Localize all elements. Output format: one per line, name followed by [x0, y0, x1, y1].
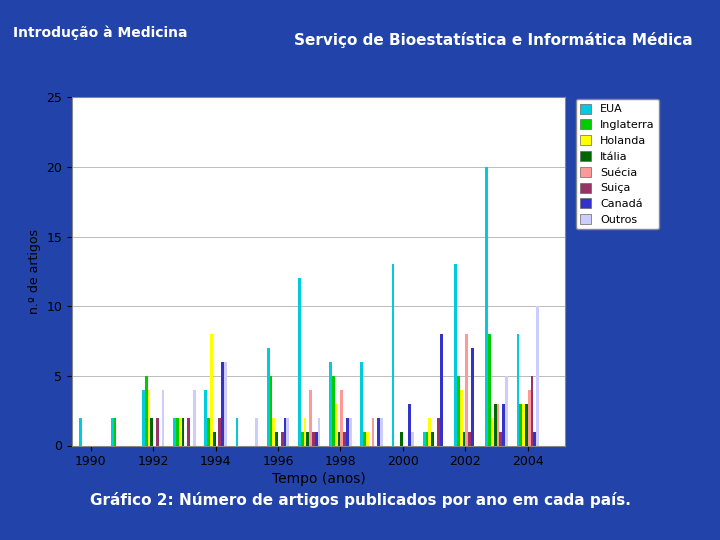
Bar [516, 334, 519, 446]
Bar [272, 417, 275, 446]
Bar [309, 390, 312, 446]
Bar [150, 417, 153, 446]
Bar [519, 404, 522, 446]
Text: Serviço de Bioestatística e Informática Médica: Serviço de Bioestatística e Informática … [294, 32, 693, 48]
Bar [210, 334, 213, 446]
Bar [318, 417, 320, 446]
Bar [304, 417, 307, 446]
Bar [173, 417, 176, 446]
Bar [534, 431, 536, 446]
Bar [145, 376, 148, 446]
Bar [363, 431, 366, 446]
Bar [536, 306, 539, 445]
Bar [343, 431, 346, 446]
Legend: EUA, Inglaterra, Holanda, Itália, Suécia, Suiça, Canadá, Outros: EUA, Inglaterra, Holanda, Itália, Suécia… [576, 99, 660, 230]
Bar [218, 417, 221, 446]
Bar [366, 431, 369, 446]
Bar [400, 431, 403, 446]
Bar [372, 417, 374, 446]
Bar [528, 390, 531, 446]
Bar [346, 417, 349, 446]
Bar [502, 404, 505, 446]
Bar [423, 431, 426, 446]
Bar [161, 390, 164, 446]
X-axis label: Tempo (anos): Tempo (anos) [271, 472, 366, 487]
Bar [471, 348, 474, 445]
Bar [176, 417, 179, 446]
Bar [332, 376, 335, 446]
Bar [465, 334, 468, 446]
Bar [221, 362, 224, 446]
Bar [187, 417, 190, 446]
Bar [114, 417, 117, 446]
Bar [275, 431, 278, 446]
Bar [284, 417, 287, 446]
Bar [431, 431, 434, 446]
Bar [204, 390, 207, 446]
Bar [411, 431, 414, 446]
Bar [193, 390, 196, 446]
Bar [307, 431, 309, 446]
Bar [437, 417, 440, 446]
Bar [235, 417, 238, 446]
Bar [462, 431, 465, 446]
Bar [380, 417, 383, 446]
Bar [500, 431, 502, 446]
Bar [287, 417, 289, 446]
Bar [531, 376, 534, 446]
Bar [281, 431, 284, 446]
Bar [454, 265, 457, 446]
Bar [255, 417, 258, 446]
Bar [440, 334, 443, 446]
Bar [497, 404, 500, 446]
Bar [361, 362, 363, 446]
Bar [79, 417, 82, 446]
Y-axis label: n.º de artigos: n.º de artigos [28, 229, 41, 314]
Bar [488, 334, 491, 446]
Bar [428, 417, 431, 446]
Bar [224, 362, 227, 446]
Bar [491, 417, 494, 446]
Bar [392, 265, 395, 446]
Bar [338, 431, 341, 446]
Bar [329, 362, 332, 446]
Bar [213, 431, 215, 446]
Bar [301, 431, 304, 446]
Bar [207, 417, 210, 446]
Bar [341, 390, 343, 446]
Bar [298, 278, 301, 446]
Bar [468, 431, 471, 446]
Bar [315, 431, 318, 446]
Bar [179, 417, 181, 446]
Bar [459, 390, 462, 446]
Bar [267, 348, 269, 445]
Bar [312, 431, 315, 446]
Bar [408, 404, 411, 446]
Bar [142, 390, 145, 446]
Bar [525, 404, 528, 446]
Bar [522, 404, 525, 446]
Bar [111, 417, 114, 446]
Bar [181, 417, 184, 446]
Bar [505, 376, 508, 446]
Bar [148, 390, 150, 446]
Bar [349, 417, 351, 446]
Bar [377, 417, 380, 446]
Bar [457, 376, 459, 446]
Bar [485, 167, 488, 446]
Bar [426, 431, 428, 446]
Text: Introdução à Medicina: Introdução à Medicina [14, 25, 188, 40]
Bar [494, 404, 497, 446]
Text: Gráfico 2: Número de artigos publicados por ano em cada país.: Gráfico 2: Número de artigos publicados … [89, 492, 631, 508]
Bar [156, 417, 159, 446]
Bar [335, 404, 338, 446]
Bar [269, 376, 272, 446]
